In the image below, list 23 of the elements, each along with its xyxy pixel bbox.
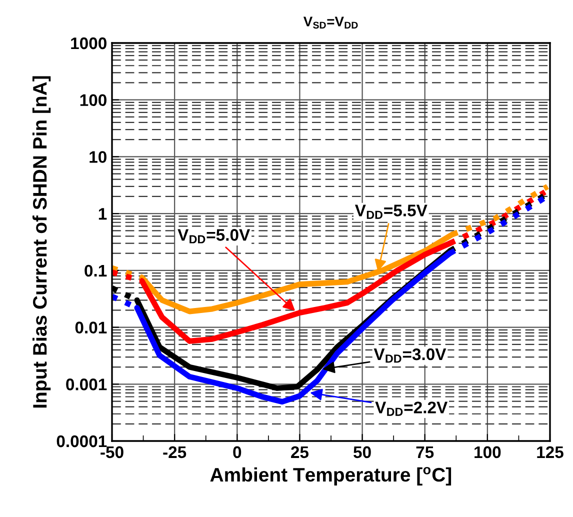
- y-tick-label: 10: [90, 151, 106, 163]
- annotation: V$_{DD}$=5.0V: [178, 229, 250, 244]
- y-tick-label: 0.001: [66, 378, 107, 390]
- y-axis-title: Input Bias Current of SHDN Pin [nA]: [32, 76, 51, 408]
- x-tick-label: 125: [537, 446, 564, 458]
- y-tick-label: 1000: [71, 37, 106, 50]
- y-tick-label: 0.0001: [56, 435, 107, 448]
- annotation: V$_{DD}$=3.0V: [374, 348, 446, 363]
- x-tick-label: -50: [100, 446, 124, 458]
- x-tick-label: 100: [474, 446, 501, 458]
- x-tick-label: 75: [416, 446, 434, 458]
- annotation: V$_{DD}$=5.5V: [354, 204, 428, 219]
- y-tick-label: 1: [98, 208, 107, 220]
- y-tick-label: 100: [80, 94, 106, 106]
- y-tick-label: 0.01: [75, 322, 107, 334]
- x-axis-title: Ambient Temperature [$^{o}$C]: [210, 466, 452, 486]
- annotation: V$_{DD}$=2.2V: [375, 402, 448, 416]
- x-tick-label: 50: [354, 446, 371, 458]
- x-tick-label: 0: [233, 446, 242, 458]
- x-tick-label: -25: [163, 446, 186, 458]
- x-tick-label: 25: [291, 446, 309, 458]
- y-tick-label: 0.1: [84, 264, 107, 277]
- chart-title: V$_{SD}$=V$_{DD}$: [303, 16, 358, 29]
